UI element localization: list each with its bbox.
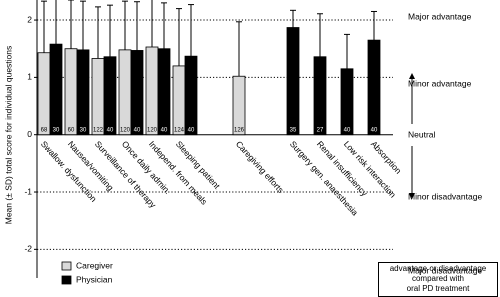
bar <box>157 48 171 136</box>
n-label: 27 <box>317 127 324 133</box>
n-label: 40 <box>188 127 195 133</box>
note-text: compared with <box>412 274 464 283</box>
n-label: 122 <box>93 127 104 133</box>
bar <box>76 49 90 136</box>
n-label: 120 <box>147 127 158 133</box>
bar <box>340 68 354 136</box>
legend-label: Physician <box>76 274 113 284</box>
y-axis-label: Mean (± SD) total score for individual q… <box>3 46 13 225</box>
bar <box>367 39 381 136</box>
bar <box>172 65 186 136</box>
n-label: 40 <box>107 127 114 133</box>
n-label: 120 <box>120 127 131 133</box>
y-tick-label: 1 <box>27 72 32 82</box>
bar <box>145 46 159 136</box>
bar <box>184 55 198 136</box>
note-text: advantage or disadvantage <box>390 264 487 273</box>
legend-label: Caregiver <box>76 260 113 270</box>
scale-label: Major disadvantage <box>408 265 482 275</box>
scale-label: Neutral <box>408 129 436 139</box>
n-label: 60 <box>68 127 75 133</box>
n-label: 30 <box>80 127 87 133</box>
note-box <box>378 262 498 297</box>
scale-label: Major advantage <box>408 11 472 21</box>
y-tick-label: -2 <box>24 244 32 254</box>
x-tick-label: Caregiving efforts <box>234 139 286 195</box>
scale-label: Minor advantage <box>408 78 472 88</box>
legend-swatch <box>61 275 72 285</box>
note-text: oral PD treatment <box>407 284 470 293</box>
bar <box>49 43 63 136</box>
bar <box>286 27 300 136</box>
n-label: 40 <box>344 127 351 133</box>
bar <box>232 75 246 136</box>
n-label: 124 <box>174 127 185 133</box>
y-tick-label: 0 <box>27 129 32 139</box>
bar <box>103 56 117 136</box>
y-tick-label: 2 <box>27 14 32 24</box>
n-label: 126 <box>234 127 245 133</box>
bar <box>91 58 105 136</box>
bar <box>313 56 327 136</box>
n-label: 68 <box>41 127 48 133</box>
n-label: 30 <box>53 127 60 133</box>
n-label: 35 <box>290 127 297 133</box>
legend-swatch <box>61 261 72 271</box>
y-tick-label: -1 <box>24 186 32 196</box>
scale-label: Minor disadvantage <box>408 191 482 201</box>
bar <box>118 49 132 136</box>
bar <box>130 50 144 136</box>
x-tick-label: Once daily admin. <box>120 139 173 196</box>
bar <box>64 48 78 136</box>
bar <box>37 52 51 136</box>
n-label: 40 <box>371 127 378 133</box>
n-label: 40 <box>134 127 141 133</box>
n-label: 40 <box>161 127 168 133</box>
